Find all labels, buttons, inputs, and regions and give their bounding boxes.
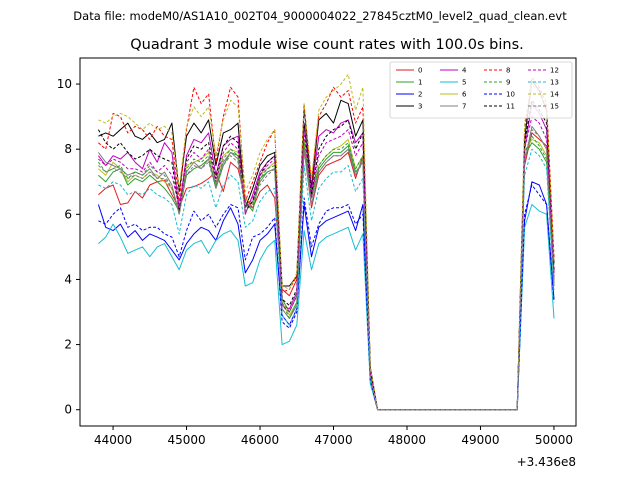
x-tick-label: 49000 [461,433,499,447]
legend-label-9: 9 [506,79,510,87]
legend-label-3: 3 [418,103,422,111]
x-tick-label: 46000 [241,433,279,447]
legend-label-8: 8 [506,67,510,75]
series-line-12 [98,116,555,411]
y-tick-label: 10 [57,77,72,91]
axes-frame [79,57,577,427]
legend-label-4: 4 [462,67,467,75]
legend-label-6: 6 [462,91,467,99]
legend-label-5: 5 [462,79,466,87]
series-line-15 [98,129,555,411]
y-axis: 0 2 4 6 8 10 [57,77,80,417]
series-line-11 [97,99,555,411]
y-tick-label: 4 [64,272,72,286]
legend-label-11: 11 [506,103,515,111]
x-tick-label: 44000 [94,433,132,447]
y-tick-label: 6 [64,207,72,221]
legend-label-2: 2 [418,91,422,99]
legend-label-12: 12 [550,67,559,75]
legend-label-0: 0 [418,67,422,75]
y-tick-label: 0 [64,403,72,417]
legend-label-15: 15 [550,103,559,111]
legend-label-1: 1 [418,79,422,87]
y-tick-label: 8 [64,142,72,156]
legend-label-10: 10 [506,91,515,99]
x-axis: 44000 45000 46000 47000 48000 49000 50000 [94,426,573,447]
legend-label-14: 14 [550,91,559,99]
chart-title: Quadrant 3 module wise count rates with … [130,37,524,53]
legend-label-7: 7 [462,103,466,111]
x-tick-label: 45000 [167,433,205,447]
x-tick-label: 47000 [314,433,352,447]
figure-suptitle: Data file: modeM0/AS1A10_002T04_90000040… [73,9,567,23]
legend-box [389,61,573,119]
plot-lines [97,73,555,411]
x-tick-label: 50000 [535,433,573,447]
x-tick-label: 48000 [388,433,426,447]
legend-label-13: 13 [550,79,559,87]
x-offset-label: +3.436e8 [517,455,576,469]
y-tick-label: 2 [64,338,72,352]
